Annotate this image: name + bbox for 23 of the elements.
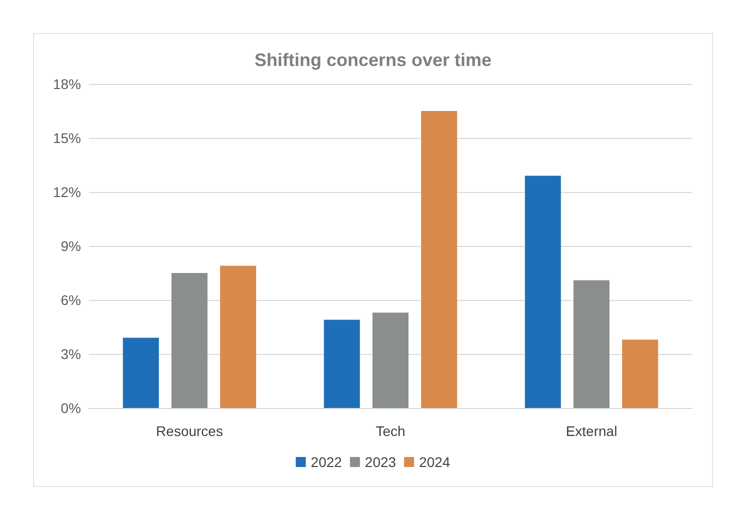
- bar: [220, 266, 256, 408]
- y-tick-label: 18%: [52, 76, 81, 92]
- y-tick-label: 9%: [60, 238, 81, 254]
- y-tick-label: 12%: [52, 184, 81, 200]
- bar: [421, 111, 458, 408]
- x-tick-label: Resources: [156, 423, 223, 439]
- chart-title: Shifting concerns over time: [254, 50, 492, 70]
- y-tick-label: 15%: [52, 130, 81, 146]
- bar: [372, 312, 408, 408]
- x-tick-label: External: [566, 423, 618, 439]
- bar: [622, 340, 658, 408]
- bar: [122, 338, 159, 408]
- legend-label: 2024: [419, 454, 450, 470]
- bar: [574, 280, 610, 408]
- y-tick-label: 6%: [60, 292, 81, 308]
- bar: [524, 176, 561, 408]
- y-tick-label: 3%: [60, 346, 81, 362]
- bar: [172, 273, 208, 408]
- x-tick-label: Tech: [376, 423, 406, 439]
- legend-label: 2023: [364, 454, 396, 470]
- bar: [324, 320, 360, 408]
- y-tick-label: 0%: [60, 400, 81, 416]
- legend-label: 2022: [310, 454, 342, 470]
